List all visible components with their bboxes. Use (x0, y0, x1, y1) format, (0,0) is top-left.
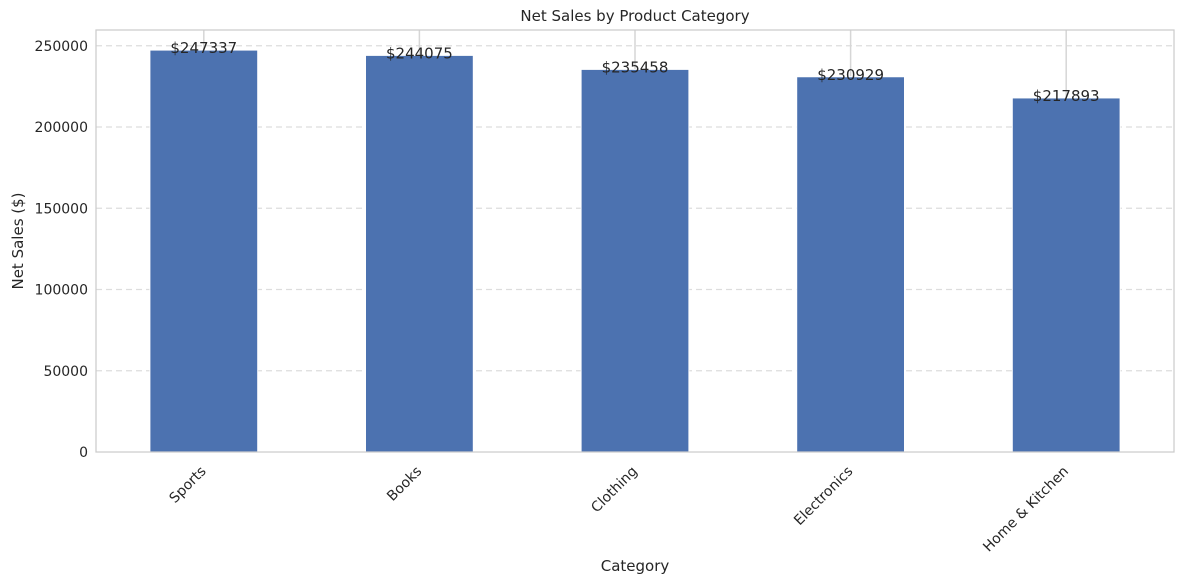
data-labels: $247337 $244075 $235458 $230929 $217893 (170, 39, 1099, 105)
x-axis-ticks: Sports Books Clothing Electronics Home & Kit… (167, 464, 1072, 556)
x-tick-label: Books (384, 464, 425, 505)
bar (149, 49, 259, 453)
y-axis-title: Net Sales ($) (9, 192, 27, 289)
y-tick-label: 250000 (35, 39, 88, 55)
y-axis-ticks: 0 50000 100000 150000 200000 250000 (35, 39, 88, 461)
bar-value-label: $217893 (1033, 87, 1100, 105)
y-tick-label: 0 (79, 445, 88, 461)
y-tick-label: 200000 (35, 120, 88, 136)
y-tick-label: 50000 (43, 364, 88, 380)
x-tick-label: Home & Kitchen (980, 464, 1072, 556)
bar (796, 76, 906, 453)
bar-value-label: $247337 (170, 39, 237, 57)
bar-value-label: $235458 (602, 58, 669, 76)
x-tick-label: Sports (167, 464, 210, 507)
bar (1011, 97, 1121, 453)
chart-title: Net Sales by Product Category (520, 7, 749, 25)
x-axis-title: Category (601, 557, 670, 575)
y-tick-label: 150000 (35, 201, 88, 217)
x-tick-label: Clothing (588, 464, 641, 517)
x-tick-label: Electronics (791, 464, 856, 529)
bar-value-label: $244075 (386, 44, 453, 62)
bar (580, 68, 690, 453)
bars (149, 49, 1121, 453)
bar-value-label: $230929 (817, 66, 884, 84)
plot-frame (95, 29, 1175, 453)
y-tick-label: 100000 (35, 283, 88, 299)
bar (365, 54, 474, 453)
